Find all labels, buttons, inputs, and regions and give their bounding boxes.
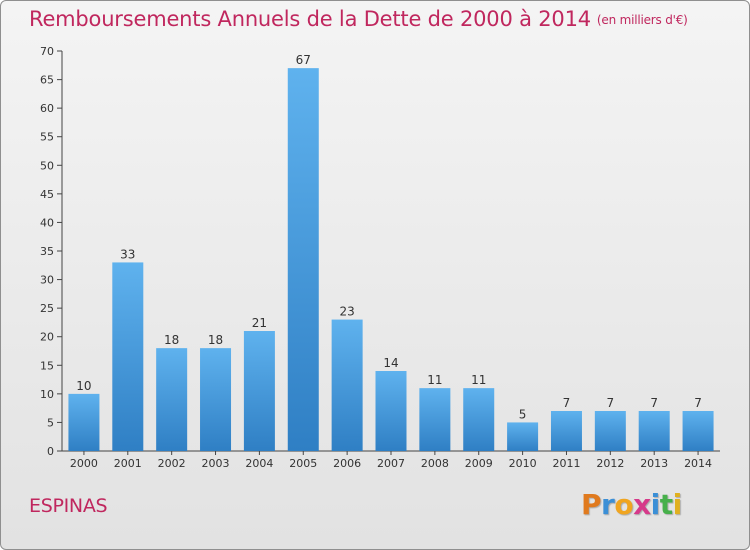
bar [331, 319, 363, 451]
data-label: 67 [296, 53, 311, 67]
logo-letter: i [672, 488, 683, 521]
bar [200, 348, 232, 451]
bar [682, 411, 714, 451]
y-tick-label: 45 [40, 188, 54, 201]
y-tick-label: 40 [40, 216, 54, 229]
bar [243, 331, 275, 451]
x-tick-label: 2007 [377, 457, 405, 470]
chart-subtitle: (en milliers d'€) [596, 13, 688, 27]
y-tick-label: 60 [40, 102, 54, 115]
commune-name: ESPINAS [29, 495, 108, 517]
logo-letter: x [633, 488, 651, 521]
y-tick-label: 20 [40, 331, 54, 344]
data-label: 11 [471, 373, 486, 387]
y-tick-label: 70 [40, 45, 54, 58]
data-label: 7 [650, 396, 658, 410]
y-tick-label: 30 [40, 274, 54, 287]
data-label: 18 [208, 333, 223, 347]
chart-title-text: Remboursements Annuels de la Dette de 20… [29, 7, 591, 31]
bar [375, 371, 407, 451]
logo-letter: r [601, 488, 615, 521]
y-tick-label: 5 [47, 416, 54, 429]
proxiti-logo: Proxiti [581, 488, 682, 521]
logo-letter: i [650, 488, 661, 521]
x-tick-label: 2006 [333, 457, 361, 470]
bar [156, 348, 188, 451]
y-tick-label: 35 [40, 245, 54, 258]
bars [68, 68, 714, 452]
y-tick-label: 10 [40, 388, 54, 401]
data-label: 18 [164, 333, 179, 347]
y-tick-label: 0 [47, 445, 54, 458]
y-tick-label: 55 [40, 131, 54, 144]
y-tick-label: 65 [40, 74, 54, 87]
bar [112, 262, 144, 451]
data-label: 7 [694, 396, 702, 410]
chart-title: Remboursements Annuels de la Dette de 20… [29, 7, 688, 31]
data-label: 7 [563, 396, 571, 410]
x-tick-label: 2002 [158, 457, 186, 470]
y-tick-label: 50 [40, 159, 54, 172]
data-label: 5 [519, 407, 527, 421]
x-tick-label: 2005 [289, 457, 317, 470]
logo-letter: o [614, 488, 634, 521]
logo-letter: P [581, 488, 602, 521]
x-tick-label: 2003 [202, 457, 230, 470]
bar [419, 388, 451, 451]
data-label: 10 [76, 379, 91, 393]
x-tick-label: 2013 [640, 457, 668, 470]
data-label: 14 [383, 356, 398, 370]
bar [594, 411, 626, 451]
y-tick-label: 25 [40, 302, 54, 315]
data-label: 23 [339, 305, 354, 319]
data-label: 11 [427, 373, 442, 387]
value-labels: 10 33 18 18 21 67 23 14 11 11 5 7 7 7 7 [76, 53, 702, 421]
x-tick-label: 2009 [465, 457, 493, 470]
y-tick-label: 15 [40, 359, 54, 372]
x-tick-label: 2010 [509, 457, 537, 470]
x-tick-label: 2001 [114, 457, 142, 470]
data-label: 33 [120, 247, 135, 261]
logo-letter: t [659, 488, 673, 521]
bar [550, 411, 582, 451]
x-tick-label: 2012 [596, 457, 624, 470]
bar [68, 393, 100, 451]
bar [463, 388, 495, 451]
data-label: 21 [252, 316, 267, 330]
data-label: 7 [607, 396, 615, 410]
x-tick-label: 2014 [684, 457, 712, 470]
bar [638, 411, 670, 451]
x-tick-label: 2011 [552, 457, 580, 470]
axes: 0 5 10 15 20 25 30 35 40 45 50 55 60 65 70 2000 2001 2002… [40, 45, 720, 470]
x-tick-label: 2004 [245, 457, 273, 470]
x-tick-label: 2000 [70, 457, 98, 470]
bar [507, 422, 539, 451]
bar [287, 68, 319, 452]
x-tick-label: 2008 [421, 457, 449, 470]
